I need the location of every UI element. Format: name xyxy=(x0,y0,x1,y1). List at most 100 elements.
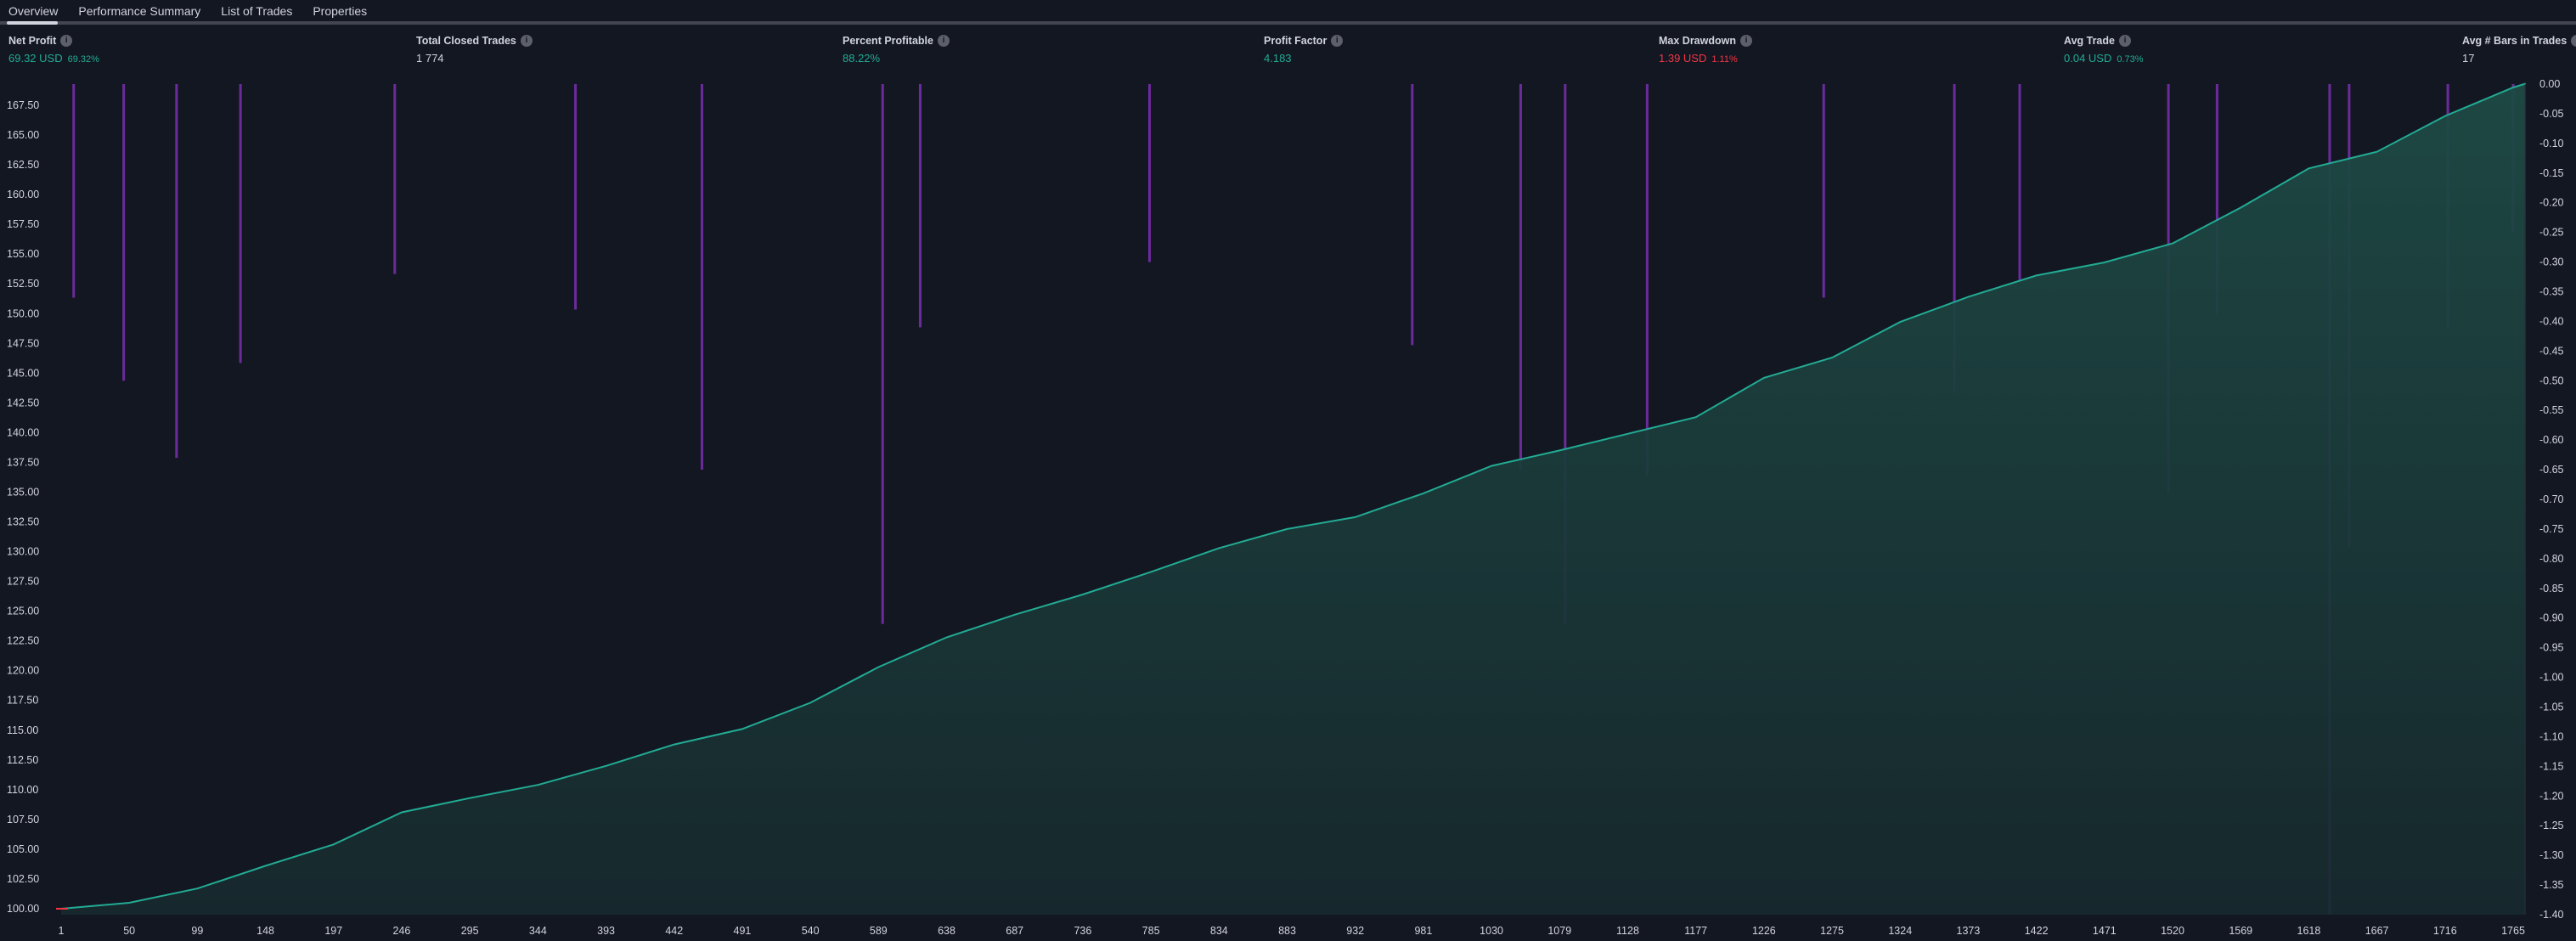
tab-list-of-trades[interactable]: List of Trades xyxy=(221,4,293,18)
x-axis-tick: 932 xyxy=(1346,925,1364,937)
right-axis-tick: -0.60 xyxy=(2539,434,2564,446)
left-axis-tick: 152.50 xyxy=(7,278,39,290)
stat-label: Max Drawdown i xyxy=(1659,35,1752,47)
left-axis-tick: 127.50 xyxy=(7,576,39,588)
right-axis-tick: -0.45 xyxy=(2539,345,2564,357)
left-axis-tick: 107.50 xyxy=(7,814,39,825)
right-axis-tick: -0.35 xyxy=(2539,286,2564,298)
left-axis-tick: 167.50 xyxy=(7,99,39,111)
drawdown-bar xyxy=(1519,84,1522,470)
drawdown-bar xyxy=(2215,84,2218,316)
stat-label-text: Total Closed Trades xyxy=(416,35,516,47)
stat-total-closed-trades: Total Closed Trades i 1 774 xyxy=(416,35,533,65)
x-axis-tick: 1275 xyxy=(1820,925,1844,937)
stat-label: Net Profit i xyxy=(8,35,99,47)
right-axis-tick: -0.90 xyxy=(2539,612,2564,624)
x-axis-tick: 1373 xyxy=(1957,925,1981,937)
stat-avg-trade: Avg Trade i 0.04 USD 0.73% xyxy=(2064,35,2144,65)
right-axis-tick: -0.15 xyxy=(2539,167,2564,179)
x-axis-tick: 393 xyxy=(597,925,615,937)
x-axis-tick: 1 xyxy=(59,925,65,937)
x-axis-tick: 1471 xyxy=(2093,925,2117,937)
equity-area xyxy=(61,83,2526,915)
stat-label-text: Avg # Bars in Trades xyxy=(2462,35,2568,47)
right-axis-tick: -1.00 xyxy=(2539,672,2564,684)
x-axis-tick: 834 xyxy=(1210,925,1228,937)
drawdown-bar xyxy=(239,84,242,363)
tab-bar: Overview Performance Summary List of Tra… xyxy=(0,0,367,22)
info-icon[interactable]: i xyxy=(520,35,533,47)
stat-profit-factor: Profit Factor i 4.183 xyxy=(1264,35,1344,65)
drawdown-bar xyxy=(1411,84,1414,346)
stat-main-value: 1.39 USD xyxy=(1659,52,1707,65)
drawdown-bar xyxy=(881,84,884,624)
right-axis-tick: -0.65 xyxy=(2539,464,2564,476)
right-axis-tick: -0.20 xyxy=(2539,197,2564,209)
drawdown-bar xyxy=(1822,84,1825,298)
stat-value: 1.39 USD 1.11% xyxy=(1659,52,1752,65)
x-axis-tick: 50 xyxy=(123,925,135,937)
drawdown-bar xyxy=(72,84,76,298)
tab-overview[interactable]: Overview xyxy=(8,4,59,18)
info-icon[interactable]: i xyxy=(60,35,73,47)
left-axis-tick: 120.00 xyxy=(7,665,39,677)
left-axis-tick: 137.50 xyxy=(7,456,39,468)
stat-value: 17 xyxy=(2462,52,2576,65)
left-axis-tick: 165.00 xyxy=(7,129,39,141)
x-axis-tick: 1079 xyxy=(1547,925,1571,937)
info-icon[interactable]: i xyxy=(1331,35,1344,47)
left-axis-tick: 160.00 xyxy=(7,189,39,200)
info-icon[interactable]: i xyxy=(2118,35,2131,47)
x-axis-tick: 1422 xyxy=(2025,925,2049,937)
x-axis-tick: 638 xyxy=(938,925,955,937)
stat-main-value: 0.04 USD xyxy=(2064,52,2112,65)
x-axis-tick: 736 xyxy=(1074,925,1091,937)
equity-line xyxy=(60,82,2526,910)
info-icon[interactable]: i xyxy=(937,35,950,47)
x-axis-tick: 148 xyxy=(256,925,274,937)
stat-percent-profitable: Percent Profitable i 88.22% xyxy=(843,35,950,65)
stat-value: 88.22% xyxy=(843,52,950,65)
stat-net-profit: Net Profit i 69.32 USD 69.32% xyxy=(8,35,99,65)
stat-value: 4.183 xyxy=(1264,52,1343,65)
drawdown-bar xyxy=(700,84,703,470)
left-axis-tick: 155.00 xyxy=(7,248,39,260)
right-axis-tick: -1.30 xyxy=(2539,849,2564,861)
stat-label: Avg Trade i xyxy=(2064,35,2144,47)
x-axis-tick: 1520 xyxy=(2161,925,2184,937)
x-axis-tick: 295 xyxy=(461,925,479,937)
x-axis-tick: 1716 xyxy=(2433,925,2457,937)
drawdown-bar xyxy=(1147,84,1151,262)
right-axis-tick: -0.70 xyxy=(2539,493,2564,505)
left-axis-tick: 125.00 xyxy=(7,606,39,617)
left-axis-tick: 100.00 xyxy=(7,903,39,915)
left-axis-tick: 110.00 xyxy=(7,784,38,796)
x-axis-tick: 883 xyxy=(1278,925,1296,937)
info-icon[interactable]: i xyxy=(1740,35,1752,47)
tab-performance-summary[interactable]: Performance Summary xyxy=(78,4,201,18)
tab-indicator-track xyxy=(0,21,2576,25)
right-axis-tick: -1.40 xyxy=(2539,909,2564,921)
drawdown-bar xyxy=(175,84,178,459)
x-axis-tick: 197 xyxy=(324,925,342,937)
right-axis-tick: -1.25 xyxy=(2539,820,2564,831)
drawdown-bar xyxy=(393,84,397,274)
x-axis-tick: 1177 xyxy=(1684,925,1707,937)
stat-main-value: 1 774 xyxy=(416,52,444,65)
right-axis-tick: -0.85 xyxy=(2539,583,2564,594)
stat-label-text: Percent Profitable xyxy=(843,35,933,47)
right-axis-tick: -1.35 xyxy=(2539,879,2564,891)
stat-max-drawdown: Max Drawdown i 1.39 USD 1.11% xyxy=(1659,35,1752,65)
right-axis-tick: -0.75 xyxy=(2539,523,2564,535)
x-axis-tick: 981 xyxy=(1414,925,1432,937)
x-axis-tick: 540 xyxy=(802,925,820,937)
tab-properties[interactable]: Properties xyxy=(313,4,368,18)
x-axis-tick: 1128 xyxy=(1616,925,1639,937)
right-axis-tick: -0.55 xyxy=(2539,404,2564,416)
left-axis-tick: 105.00 xyxy=(7,843,39,855)
active-tab-indicator xyxy=(7,21,58,25)
stat-main-value: 88.22% xyxy=(843,52,881,65)
right-axis-tick: -1.05 xyxy=(2539,702,2564,713)
